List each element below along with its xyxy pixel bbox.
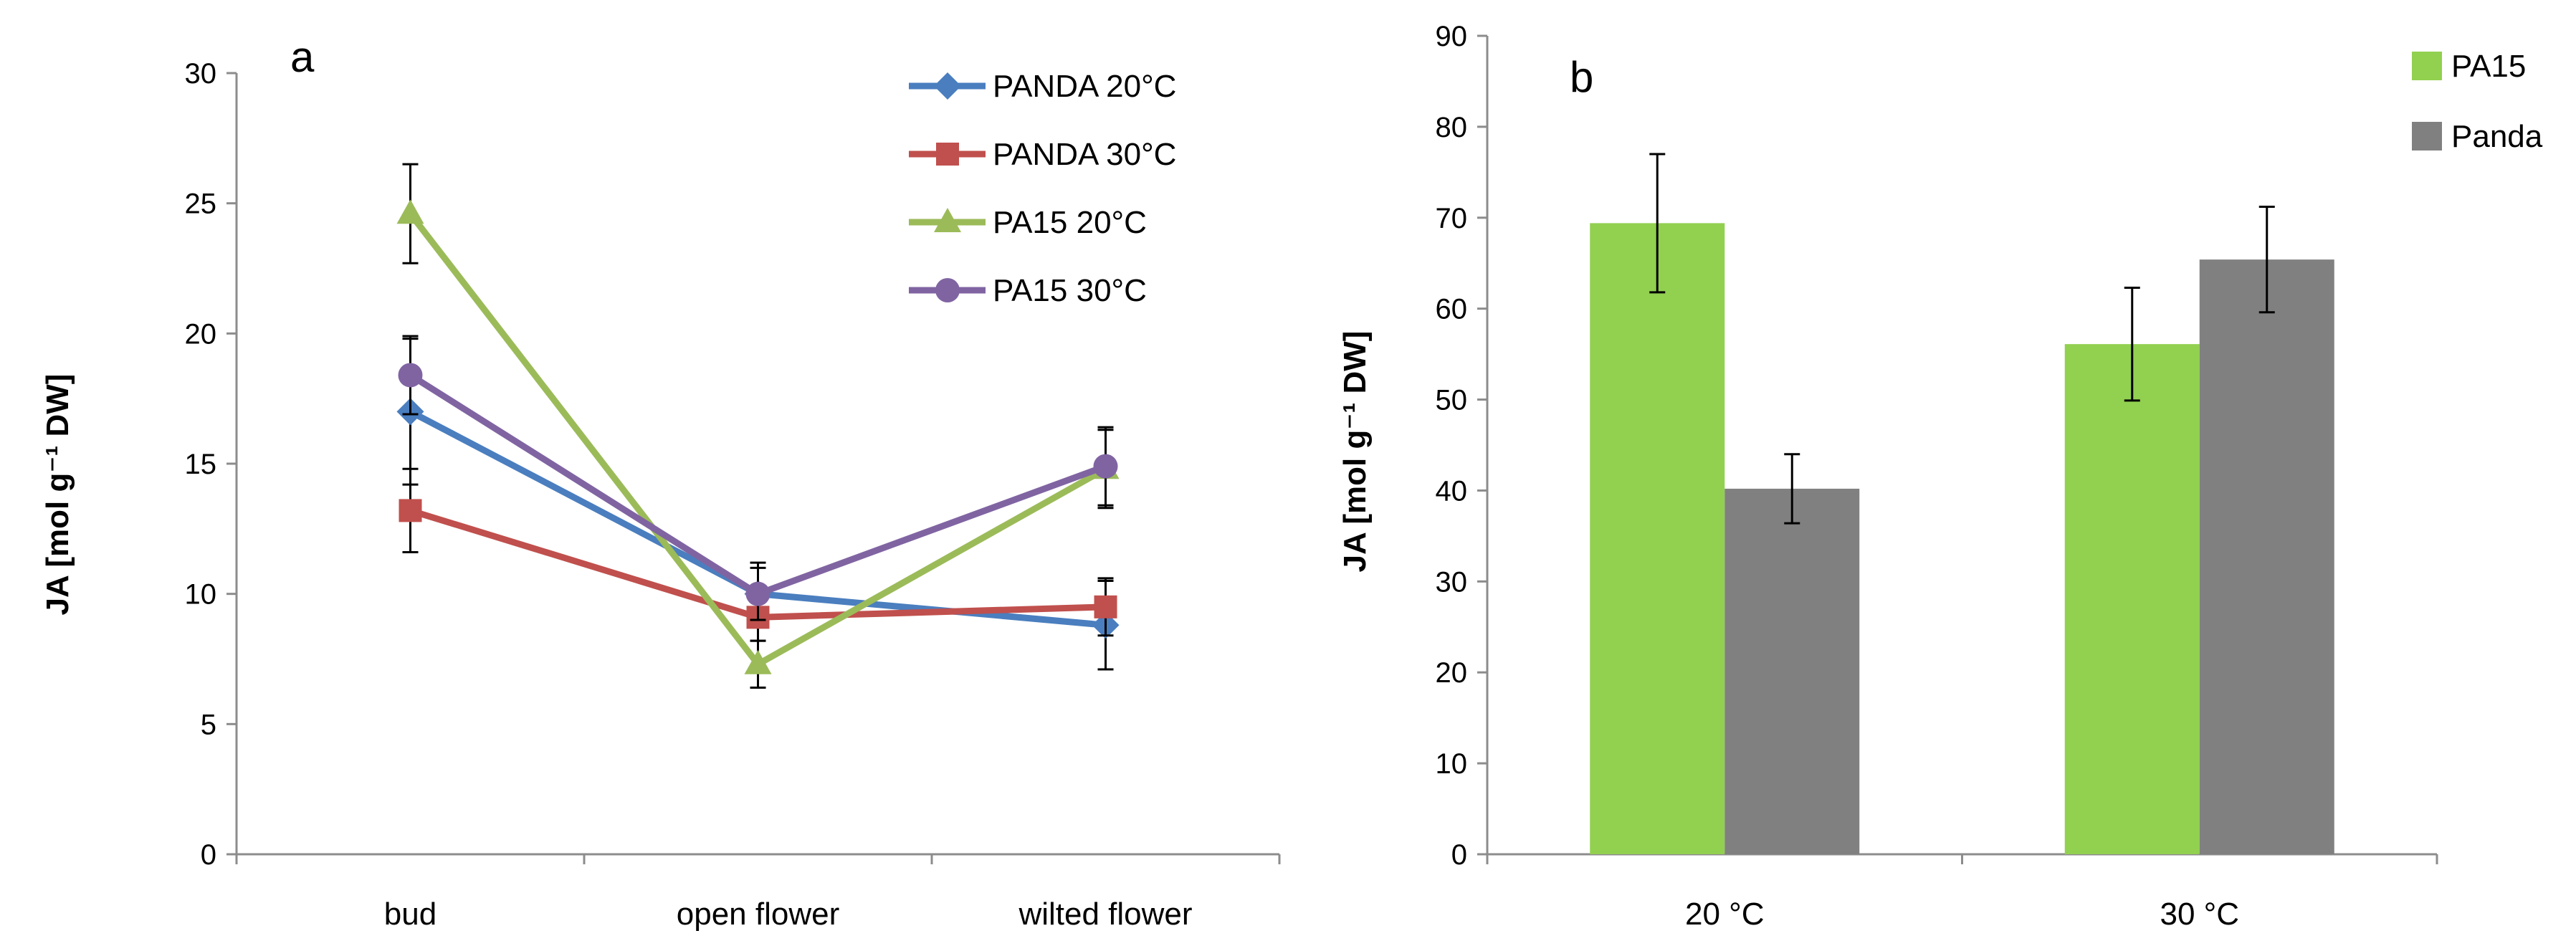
legend-swatch — [2412, 122, 2442, 150]
legend-entry-panda: Panda — [2412, 119, 2543, 154]
bar-panda-20-c — [1725, 488, 1860, 854]
panel-b-x-label-20-c: 20 °C — [1685, 897, 1765, 932]
legend-label: PA15 20°C — [993, 205, 1147, 240]
panel-b-label: b — [1570, 53, 1593, 101]
legend-entry-panda-30-c: PANDA 30°C — [909, 137, 1176, 172]
panel-b-legend: PA15 Panda — [2412, 49, 2543, 154]
panel-a-y-tick-label: 10 — [185, 579, 217, 611]
panel-a-series — [396, 163, 1120, 689]
panel-b-y-tick-label: 50 — [1436, 385, 1468, 416]
panel-b-y-tick-label: 0 — [1451, 839, 1467, 871]
legend-entry-panda-20-c: PANDA 20°C — [909, 69, 1176, 104]
bar-chart-panel-b: b JA [mol g⁻¹ DW] 0 10 20 30 40 50 60 70 80 90 20… — [1337, 21, 2543, 932]
panel-a-y-tick-label: 30 — [185, 58, 217, 90]
panel-b-x-ticks: 20 °C 30 °C — [1486, 854, 2438, 932]
data-point-pa15-30-c-bud — [398, 363, 423, 388]
panel-a-x-ticks: bud open flower wilted flower — [235, 854, 1281, 932]
panel-a-y-tick-label: 25 — [185, 188, 217, 220]
legend-entry-pa15: PA15 — [2412, 49, 2526, 84]
panel-b-y-tick-label: 60 — [1436, 294, 1468, 325]
bar-pa15-30-c — [2064, 344, 2200, 854]
panel-b-y-tick-label: 90 — [1436, 21, 1468, 52]
panel-a-x-label-open-flower: open flower — [677, 897, 839, 932]
legend-swatch-marker — [936, 143, 959, 166]
data-point-pa15-20-c-bud — [396, 199, 424, 224]
bar-panda-30-c — [2199, 259, 2334, 854]
legend-entry-pa15-20-c: PA15 20°C — [909, 205, 1147, 240]
panel-b-y-ticks: 0 10 20 30 40 50 60 70 80 90 — [1436, 21, 1487, 871]
legend-label: PANDA 30°C — [993, 137, 1176, 172]
panel-b-y-tick-label: 70 — [1436, 203, 1468, 234]
panel-a-x-label-bud: bud — [384, 897, 437, 932]
legend-label: Panda — [2451, 119, 2543, 154]
bar-pa15-20-c — [1590, 223, 1725, 854]
panel-b-y-axis-title: JA [mol g⁻¹ DW] — [1337, 331, 1373, 573]
data-point-pa15-30-c-open-flower — [745, 581, 771, 606]
panel-b-y-tick-label: 20 — [1436, 657, 1468, 689]
panel-b-bars — [1590, 153, 2334, 854]
legend-label: PANDA 20°C — [993, 69, 1176, 104]
panel-b-y-tick-label: 10 — [1436, 748, 1468, 780]
legend-swatch-marker — [934, 208, 961, 232]
legend-label: PA15 — [2451, 49, 2526, 84]
panel-a-y-axis-title: JA [mol g⁻¹ DW] — [40, 374, 75, 616]
panel-b-y-tick-label: 40 — [1436, 475, 1468, 507]
series-pa15-30-c — [398, 335, 1118, 621]
panel-a-y-tick-label: 5 — [201, 709, 216, 740]
data-point-panda-30-c-bud — [399, 499, 422, 522]
series-line-pa15-30-c — [409, 372, 1107, 598]
panel-b-x-label-30-c: 30 °C — [2160, 897, 2239, 932]
panel-a-y-ticks: 0 5 10 15 20 25 30 — [185, 58, 237, 871]
panel-a-axes — [235, 73, 1279, 856]
panel-b-y-tick-label: 80 — [1436, 112, 1468, 143]
line-chart-panel-a: a JA [mol g⁻¹ DW] 0 5 10 15 20 25 30 bud open f… — [40, 33, 1281, 932]
panel-a-y-tick-label: 20 — [185, 318, 217, 350]
legend-label: PA15 30°C — [993, 273, 1147, 308]
data-point-pa15-20-c-open-flower — [744, 649, 772, 674]
legend-swatch — [2412, 52, 2442, 80]
panel-a-y-tick-label: 15 — [185, 449, 217, 480]
panel-a-y-tick-label: 0 — [201, 839, 216, 871]
legend-swatch-marker — [935, 278, 960, 302]
panel-a-label: a — [290, 33, 315, 81]
legend-swatch-marker — [934, 72, 961, 100]
legend-entry-pa15-30-c: PA15 30°C — [909, 273, 1147, 308]
panel-b-y-tick-label: 30 — [1436, 566, 1468, 598]
panel-a-x-label-wilted-flower: wilted flower — [1018, 897, 1192, 932]
data-point-panda-30-c-wilted-flower — [1094, 595, 1117, 618]
data-point-pa15-30-c-wilted-flower — [1093, 454, 1118, 479]
panel-a-legend: PANDA 20°C PANDA 30°C PA15 20°C PA15 30°C — [909, 69, 1176, 308]
